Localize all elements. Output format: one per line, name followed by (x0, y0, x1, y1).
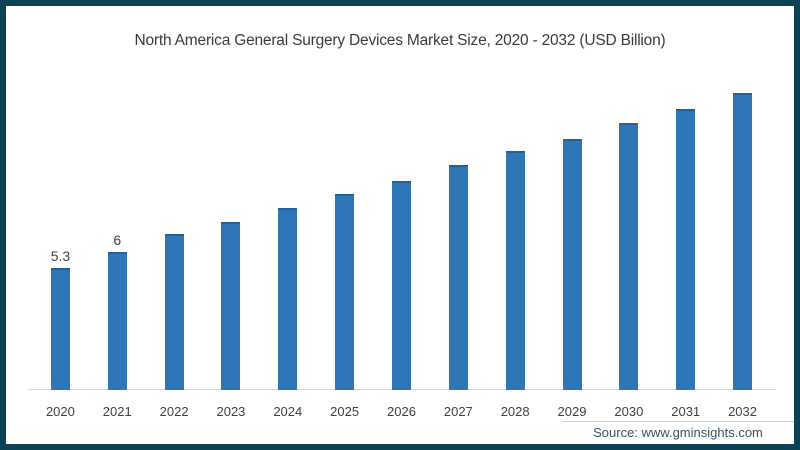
plot-area: 5.3 6 (32, 78, 771, 390)
bars-row: 5.3 6 (32, 78, 771, 390)
bar-value-label-2021: 6 (113, 232, 122, 248)
bar-2030 (619, 123, 639, 390)
x-tick-2031: 2031 (671, 404, 701, 419)
x-tick-2023: 2023 (216, 404, 246, 419)
bar-slot-2025 (316, 78, 373, 390)
bar-2026 (391, 181, 411, 390)
x-tick-2027: 2027 (443, 404, 473, 419)
bar-value-label-2020: 5.3 (50, 248, 71, 264)
bar-2028 (505, 151, 525, 390)
chart-title: North America General Surgery Devices Ma… (134, 32, 666, 49)
x-axis-tick-labels: 2020 2021 2022 2023 2024 2025 2026 2027 2028 2029… (32, 404, 771, 420)
bar-slot-2026 (373, 78, 430, 390)
bar-slot-2023 (203, 78, 260, 390)
source-attribution: Source: www.gminsights.com (562, 421, 794, 444)
bar-2020 (50, 268, 70, 390)
bar-slot-2029 (544, 78, 601, 390)
x-tick-2024: 2024 (273, 404, 303, 419)
x-tick-2020: 2020 (45, 404, 75, 419)
x-tick-2032: 2032 (728, 404, 757, 419)
x-tick-2021: 2021 (102, 404, 132, 419)
bar-2021 (107, 252, 127, 390)
bar-slot-2024 (259, 78, 316, 390)
bar-slot-2030 (600, 78, 657, 390)
bar-slot-2032 (714, 78, 771, 390)
bar-slot-2021: 6 (89, 78, 146, 390)
x-tick-2028: 2028 (500, 404, 530, 419)
bar-2022 (164, 234, 184, 390)
x-tick-2030: 2030 (614, 404, 644, 419)
x-tick-2026: 2026 (387, 404, 416, 419)
bar-slot-2020: 5.3 (32, 78, 89, 390)
bar-2027 (448, 165, 468, 390)
bar-2025 (335, 194, 355, 390)
x-tick-2022: 2022 (159, 404, 189, 419)
bar-2024 (278, 208, 298, 390)
bar-2023 (221, 222, 241, 390)
bar-2032 (733, 93, 753, 390)
bar-slot-2031 (657, 78, 714, 390)
x-tick-2029: 2029 (557, 404, 587, 419)
bar-slot-2028 (487, 78, 544, 390)
bar-slot-2027 (430, 78, 487, 390)
x-tick-2025: 2025 (330, 404, 360, 419)
bar-2029 (562, 139, 582, 390)
bar-slot-2022 (146, 78, 203, 390)
bar-2031 (676, 109, 696, 390)
